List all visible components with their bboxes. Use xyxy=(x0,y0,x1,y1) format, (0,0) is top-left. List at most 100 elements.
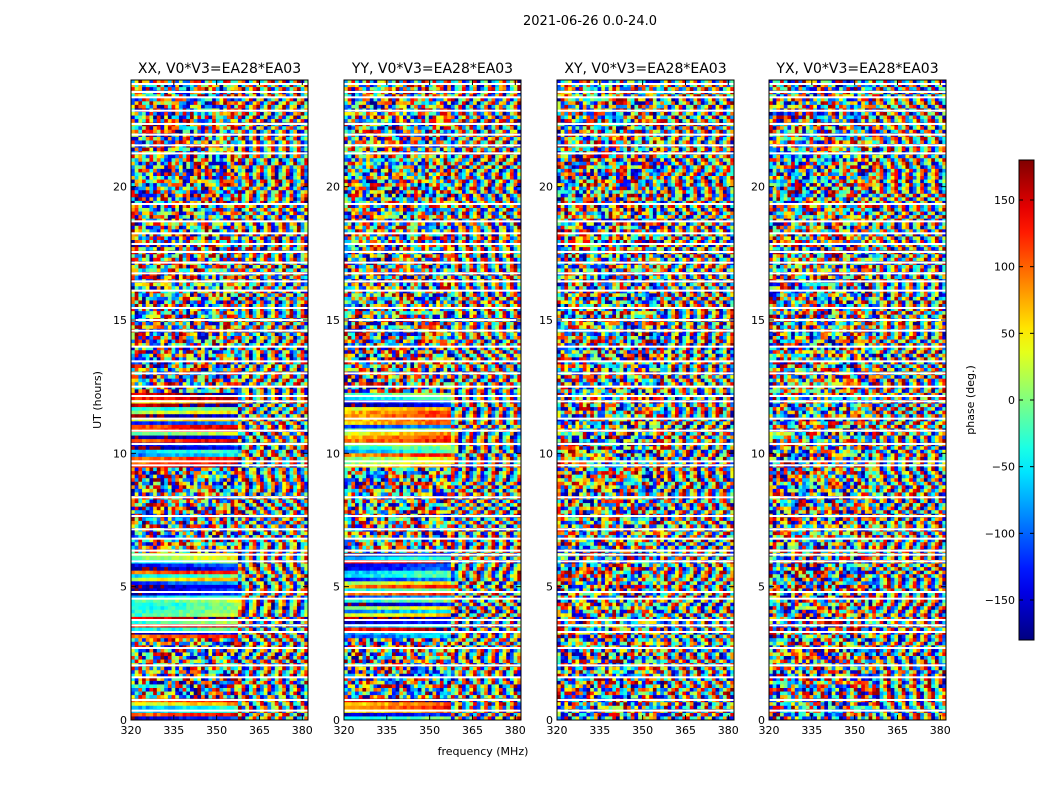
flag-gap xyxy=(557,330,734,332)
flag-gap xyxy=(344,395,521,397)
flag-gap xyxy=(131,144,308,146)
y-tick-label: 20 xyxy=(539,181,553,194)
y-tick-label: 20 xyxy=(751,181,765,194)
flag-gap xyxy=(344,538,521,540)
colorbar-tick-label: 0 xyxy=(1008,394,1015,407)
flag-gap xyxy=(344,515,521,517)
flag-gap xyxy=(769,443,946,445)
flag-gap xyxy=(131,631,308,633)
flag-gap xyxy=(131,319,308,321)
flag-gap xyxy=(769,272,946,274)
flag-gap xyxy=(557,631,734,633)
y-tick-label: 5 xyxy=(546,581,553,594)
flag-gap xyxy=(769,676,946,678)
flag-gap xyxy=(557,624,734,626)
y-tick-label: 15 xyxy=(751,314,765,327)
y-tick-label: 10 xyxy=(326,447,340,460)
flag-gap xyxy=(131,619,308,621)
x-tick-label: 380 xyxy=(930,724,951,737)
flag-gap xyxy=(131,307,308,309)
y-tick-label: 0 xyxy=(758,714,765,727)
flag-gap xyxy=(131,83,308,85)
y-tick-label: 0 xyxy=(333,714,340,727)
flag-gap xyxy=(131,386,308,388)
flag-gap xyxy=(769,647,946,649)
colorbar-tick-label: 50 xyxy=(1001,327,1015,340)
flag-gap xyxy=(557,280,734,282)
flag-gap xyxy=(769,460,946,462)
flag-gap xyxy=(131,430,308,432)
flag-gap xyxy=(769,400,946,402)
y-tick-label: 5 xyxy=(758,581,765,594)
panel-title: YY, V0*V3=EA28*EA03 xyxy=(351,61,513,77)
flag-gap xyxy=(557,96,734,98)
flag-gap xyxy=(344,243,521,245)
y-tick-label: 10 xyxy=(113,447,127,460)
flag-gap xyxy=(131,460,308,462)
x-tick-label: 335 xyxy=(801,724,822,737)
flag-gap xyxy=(557,430,734,432)
flag-gap xyxy=(131,710,308,712)
flag-gap xyxy=(769,346,946,348)
flag-gap xyxy=(769,123,946,125)
colorbar-tick-label: 100 xyxy=(994,261,1015,274)
flag-gap xyxy=(344,110,521,112)
colorbar-tick-label: −150 xyxy=(985,594,1015,607)
y-tick-label: 20 xyxy=(113,181,127,194)
flag-gap xyxy=(557,619,734,621)
x-tick-label: 365 xyxy=(462,724,483,737)
flag-gap xyxy=(344,280,521,282)
flag-gap xyxy=(769,307,946,309)
flag-gap xyxy=(769,152,946,154)
flag-gap xyxy=(557,395,734,397)
flag-gap xyxy=(344,598,521,600)
flag-gap xyxy=(344,460,521,462)
flag-gap xyxy=(344,319,521,321)
flag-gap xyxy=(769,624,946,626)
flag-gap xyxy=(344,619,521,621)
colorbar-label: phase (deg.) xyxy=(964,365,977,435)
flag-gap xyxy=(344,591,521,593)
flag-gap xyxy=(557,262,734,264)
flag-gap xyxy=(344,528,521,530)
flag-gap xyxy=(131,110,308,112)
x-tick-label: 350 xyxy=(844,724,865,737)
flag-gap xyxy=(557,144,734,146)
flag-gap xyxy=(769,134,946,136)
x-tick-label: 350 xyxy=(419,724,440,737)
flag-gap xyxy=(557,386,734,388)
flag-gap xyxy=(557,528,734,530)
x-tick-label: 380 xyxy=(718,724,739,737)
flag-gap xyxy=(769,430,946,432)
flag-gap xyxy=(131,699,308,701)
flag-gap xyxy=(557,152,734,154)
y-tick-label: 20 xyxy=(326,181,340,194)
flag-gap xyxy=(131,400,308,402)
flag-gap xyxy=(344,152,521,154)
flag-gap xyxy=(557,372,734,374)
flag-gap xyxy=(131,560,308,562)
flag-gap xyxy=(131,395,308,397)
flag-gap xyxy=(344,560,521,562)
flag-gap xyxy=(557,591,734,593)
flag-gap xyxy=(131,243,308,245)
y-tick-label: 10 xyxy=(539,447,553,460)
flag-gap xyxy=(131,251,308,253)
flag-gap xyxy=(557,598,734,600)
flag-gap xyxy=(344,346,521,348)
flag-gap xyxy=(131,203,308,205)
flag-gap xyxy=(769,591,946,593)
y-axis-label: UT (hours) xyxy=(91,371,104,429)
phase-image-xy xyxy=(557,80,734,720)
flag-gap xyxy=(344,372,521,374)
flag-gap xyxy=(344,134,521,136)
flag-gap xyxy=(131,664,308,666)
flag-gap xyxy=(344,83,521,85)
flag-gap xyxy=(131,346,308,348)
colorbar-tick-label: −100 xyxy=(985,527,1015,540)
x-tick-label: 335 xyxy=(376,724,397,737)
flag-gap xyxy=(769,664,946,666)
flag-gap xyxy=(131,515,308,517)
